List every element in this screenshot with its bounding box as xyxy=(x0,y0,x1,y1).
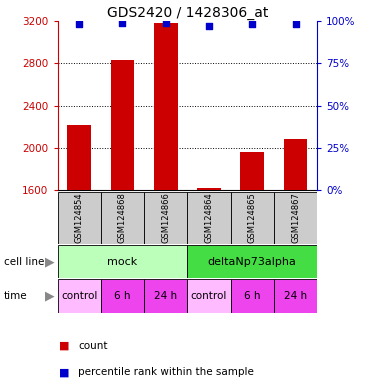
Bar xyxy=(144,192,187,244)
Bar xyxy=(67,124,91,190)
Text: control: control xyxy=(61,291,97,301)
Text: deltaNp73alpha: deltaNp73alpha xyxy=(208,257,297,266)
Point xyxy=(206,23,212,29)
Text: 24 h: 24 h xyxy=(154,291,177,301)
Point xyxy=(249,22,255,28)
Bar xyxy=(231,192,274,244)
Text: count: count xyxy=(78,341,108,351)
Bar xyxy=(274,279,317,313)
Bar xyxy=(58,245,187,278)
Text: ▶: ▶ xyxy=(45,255,55,268)
Bar xyxy=(187,245,317,278)
Text: percentile rank within the sample: percentile rank within the sample xyxy=(78,367,254,377)
Text: GSM124865: GSM124865 xyxy=(248,192,257,243)
Text: time: time xyxy=(4,291,27,301)
Point xyxy=(293,22,299,28)
Text: ■: ■ xyxy=(59,341,70,351)
Text: cell line: cell line xyxy=(4,257,44,266)
Point xyxy=(163,20,169,26)
Point xyxy=(119,20,125,26)
Text: ■: ■ xyxy=(59,367,70,377)
Text: 6 h: 6 h xyxy=(244,291,260,301)
Bar xyxy=(58,192,101,244)
Bar xyxy=(284,139,308,190)
Bar xyxy=(58,279,101,313)
Bar xyxy=(231,279,274,313)
Text: 24 h: 24 h xyxy=(284,291,307,301)
Text: control: control xyxy=(191,291,227,301)
Bar xyxy=(101,192,144,244)
Bar xyxy=(197,189,221,190)
Text: GSM124854: GSM124854 xyxy=(75,193,83,243)
Text: GSM124867: GSM124867 xyxy=(291,192,300,243)
Bar xyxy=(144,279,187,313)
Bar xyxy=(101,279,144,313)
Bar xyxy=(187,192,231,244)
Bar xyxy=(187,279,231,313)
Point xyxy=(76,22,82,28)
Bar xyxy=(240,152,264,190)
Text: GSM124864: GSM124864 xyxy=(204,192,213,243)
Text: GSM124868: GSM124868 xyxy=(118,192,127,243)
Title: GDS2420 / 1428306_at: GDS2420 / 1428306_at xyxy=(107,6,268,20)
Bar xyxy=(274,192,317,244)
Bar xyxy=(111,60,134,190)
Text: mock: mock xyxy=(107,257,138,266)
Text: 6 h: 6 h xyxy=(114,291,131,301)
Text: ▶: ▶ xyxy=(45,290,55,303)
Text: GSM124866: GSM124866 xyxy=(161,192,170,243)
Bar xyxy=(154,23,178,190)
